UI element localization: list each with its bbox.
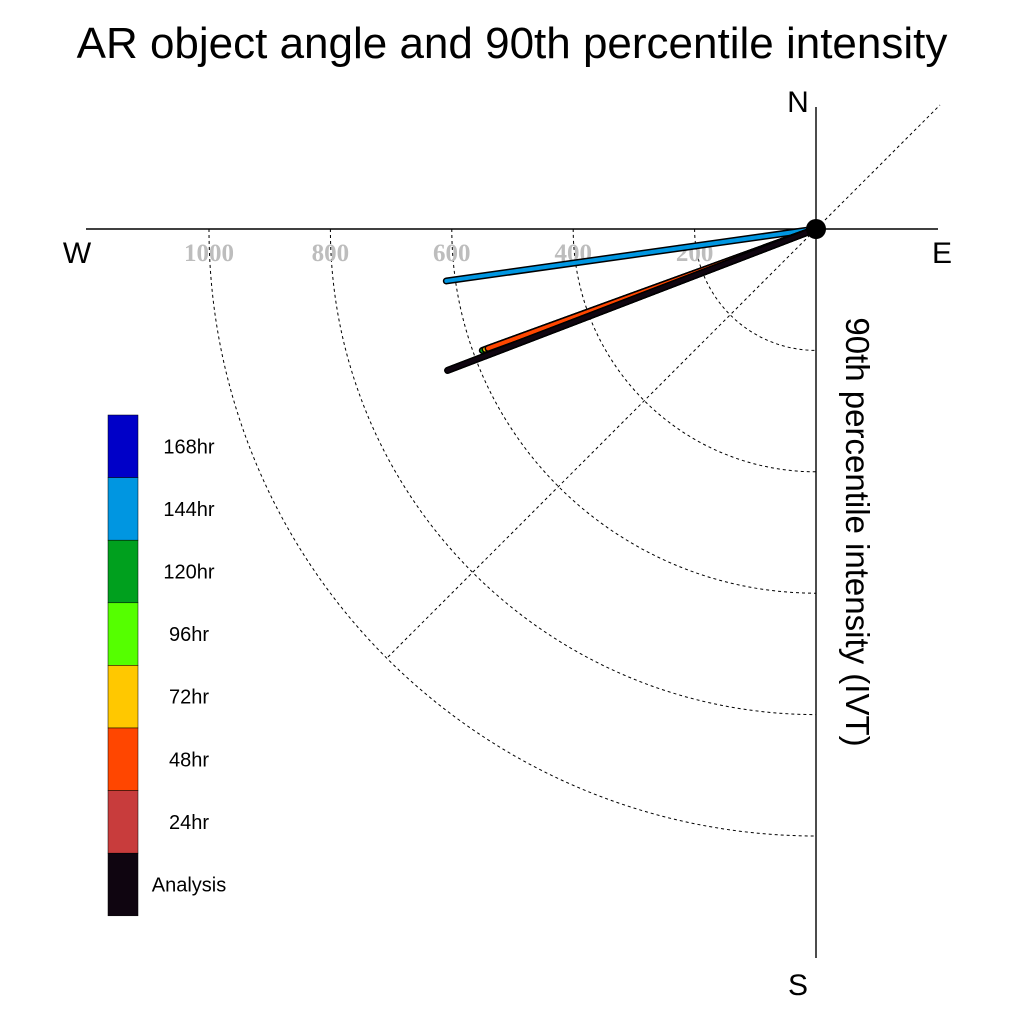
east-label: E <box>932 237 952 270</box>
origin-marker <box>806 219 826 239</box>
legend-swatch-144hr <box>107 477 139 541</box>
legend-swatch-168hr <box>107 414 139 478</box>
radius-tick-label: 1000 <box>184 240 234 267</box>
legend: 168hr 144hr 120hr 96hr 72hr 48hr 24hr Analysis <box>107 414 226 917</box>
legend-label: 24hr <box>169 812 209 834</box>
legend-label: 48hr <box>169 749 209 771</box>
diagonal-gridline <box>387 104 941 658</box>
legend-swatch-48hr <box>107 727 139 791</box>
ring-400 <box>572 228 817 473</box>
legend-swatch-96hr <box>107 602 139 666</box>
legend-label: 96hr <box>169 624 209 646</box>
legend-swatch-24hr <box>107 790 139 854</box>
legend-swatch-72hr <box>107 665 139 729</box>
chart-title: AR object angle and 90th percentile inte… <box>77 19 948 68</box>
legend-swatch-analysis <box>107 852 139 917</box>
ring-1000 <box>208 228 817 837</box>
north-label: N <box>787 86 809 119</box>
ring-200 <box>694 228 817 351</box>
legend-label: Analysis <box>152 875 226 897</box>
ring-600 <box>451 228 817 594</box>
south-label: S <box>788 969 808 1002</box>
legend-label: 120hr <box>163 562 214 584</box>
intensity-vectors <box>442 225 820 374</box>
legend-swatch-120hr <box>107 539 139 604</box>
ring-800 <box>329 228 817 716</box>
legend-label: 72hr <box>169 687 209 709</box>
vector-144hr <box>442 225 820 285</box>
radius-tick-label: 800 <box>312 240 350 267</box>
legend-label: 168hr <box>163 436 214 458</box>
west-label: W <box>63 237 92 270</box>
polar-grid <box>208 228 817 837</box>
y-axis-label: 90th percentile intensity (IVT) <box>839 317 876 746</box>
vector-analysis <box>444 225 820 374</box>
radius-tick-label: 600 <box>433 240 471 267</box>
legend-label: 144hr <box>163 499 214 521</box>
